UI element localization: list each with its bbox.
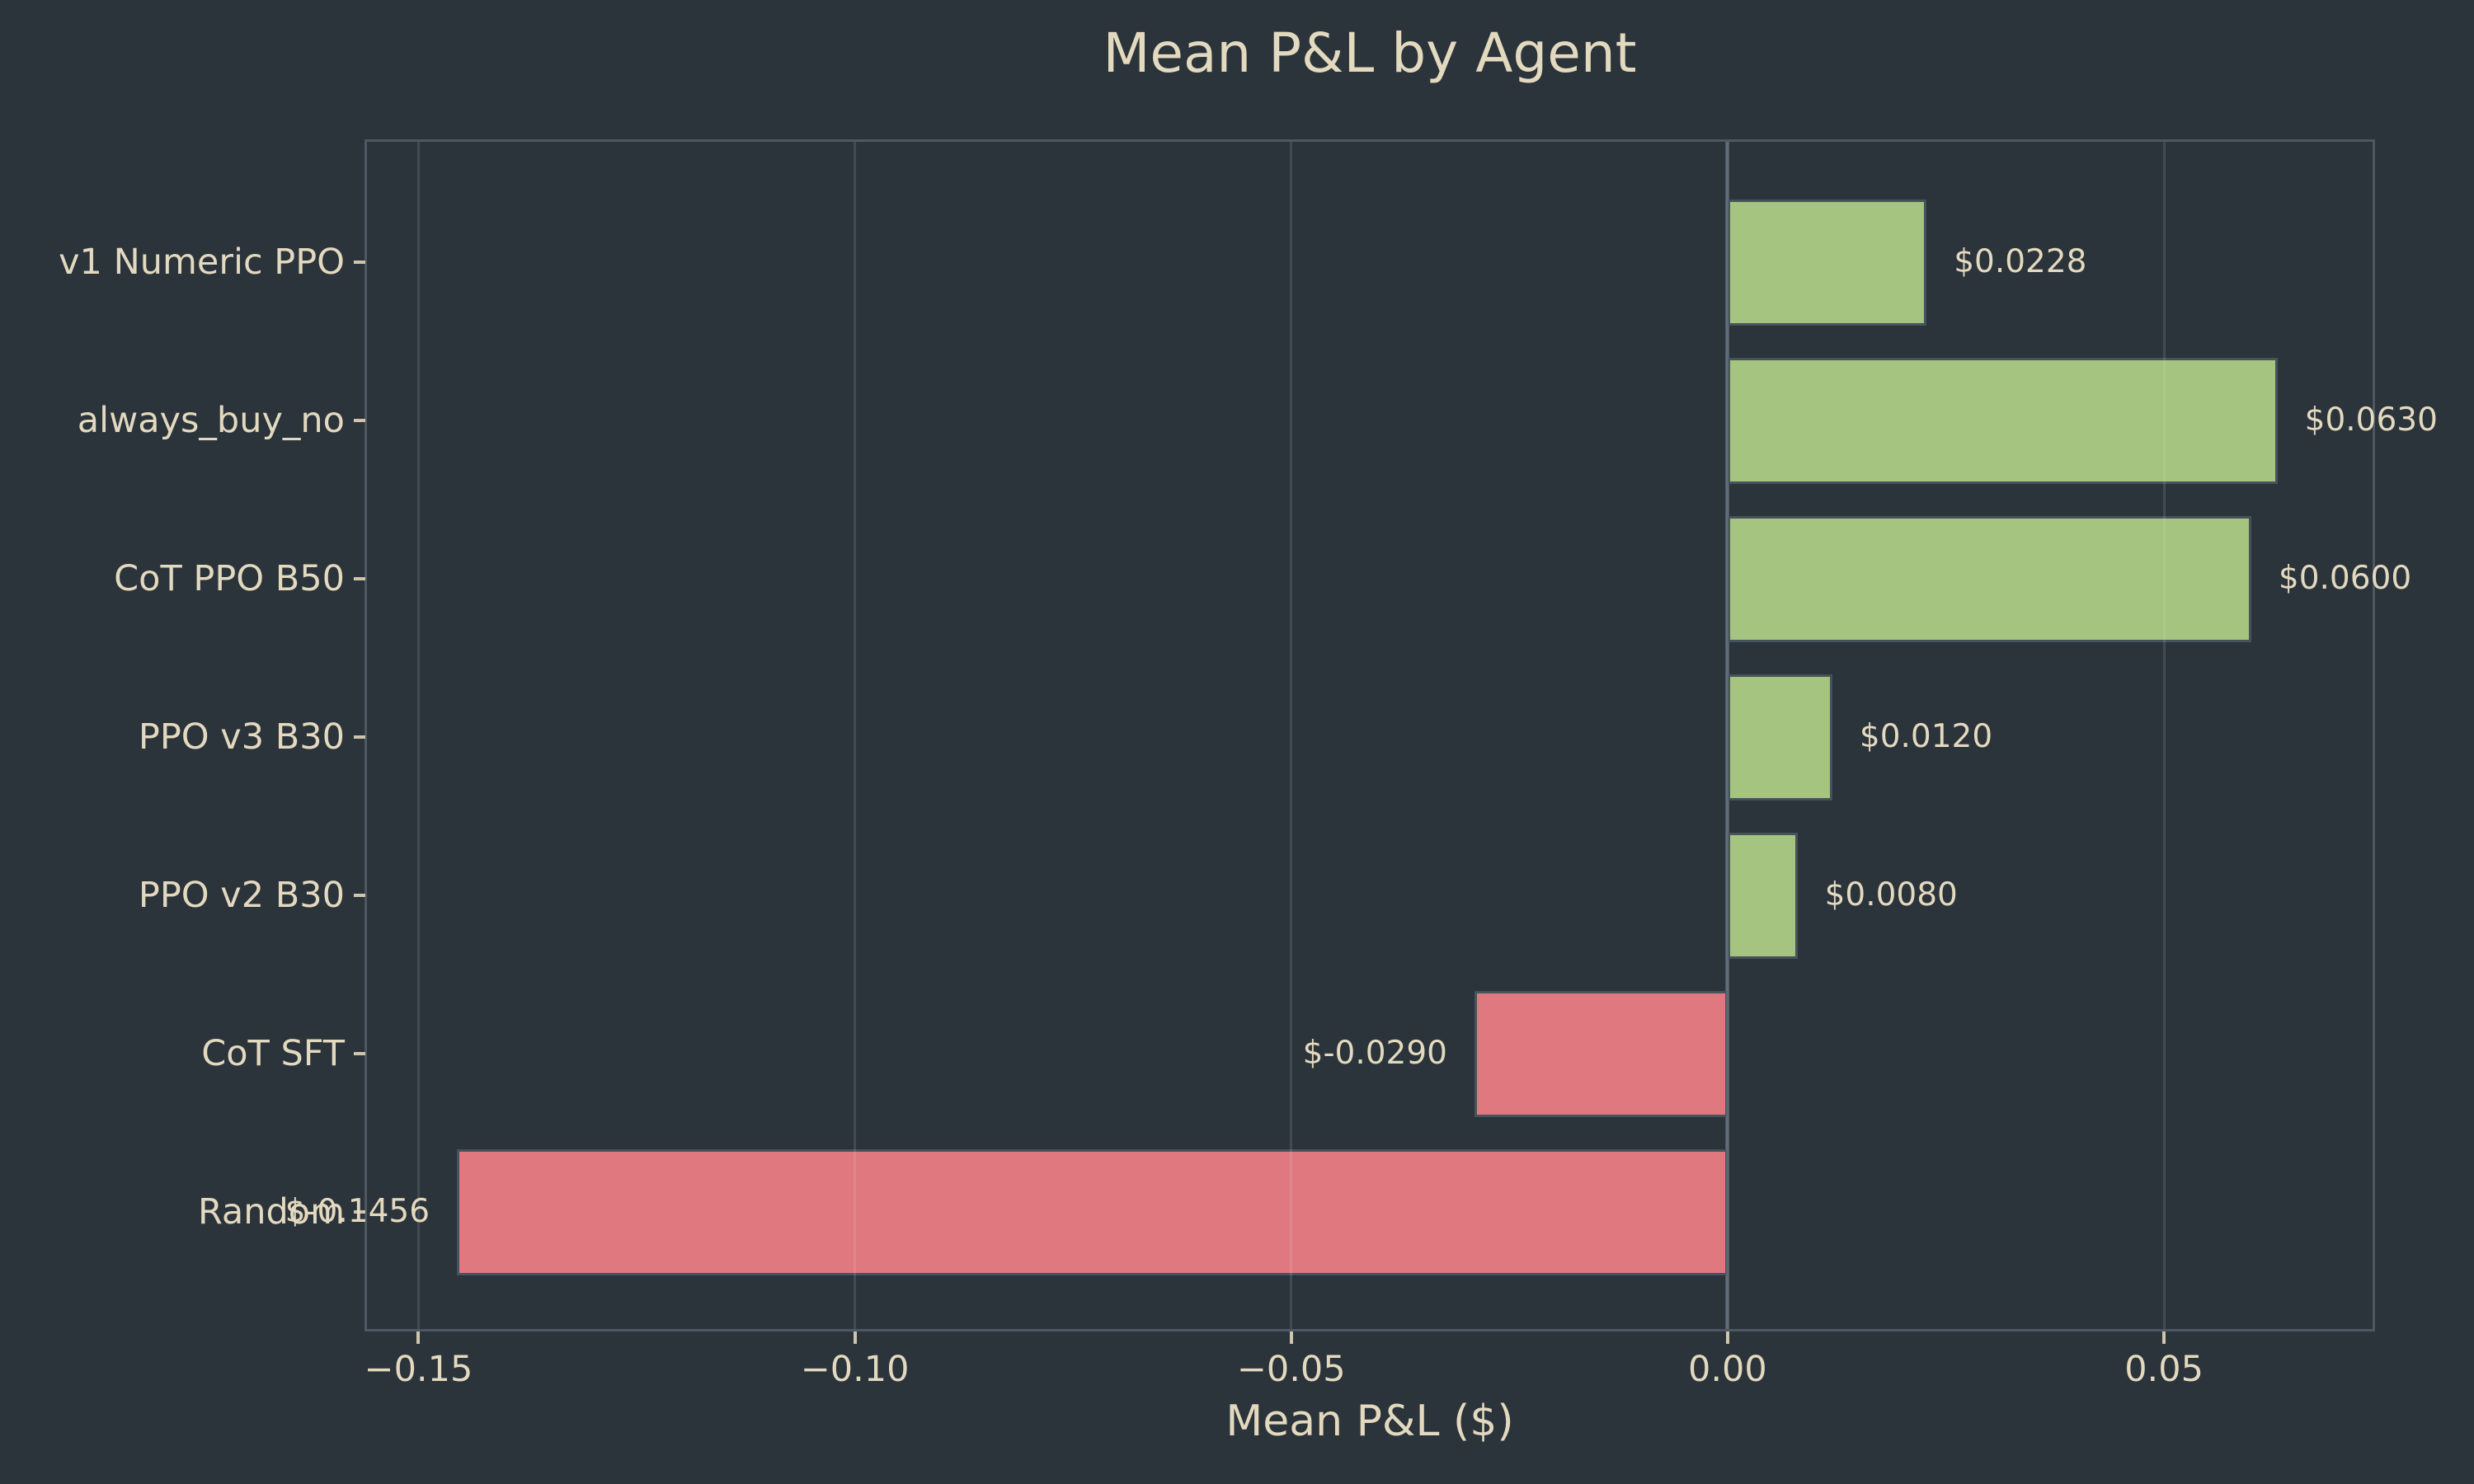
- y-tick-label-always-buy-no: always_buy_no: [77, 400, 345, 441]
- y-tick-mark-cot-ppo-b50: [354, 577, 365, 580]
- value-label-always-buy-no: $0.0630: [2304, 402, 2438, 439]
- y-tick-label-ppo-v3-b30: PPO v3 B30: [138, 716, 345, 758]
- x-tick-label-0-05: 0.05: [2124, 1349, 2204, 1390]
- gridline-0-15: [416, 142, 420, 1329]
- value-label-cot-ppo-b50: $0.0600: [2278, 560, 2412, 597]
- gridline-0-05: [2162, 142, 2166, 1329]
- value-label-ppo-v2-b30: $0.0080: [1824, 876, 1958, 913]
- bar-always-buy-no: [1727, 357, 2278, 484]
- value-label-ppo-v3-b30: $0.0120: [1859, 718, 1993, 755]
- plot-area: $0.0228 $0.0630 $0.0600 $0.0120 $0.0080 $-0.0…: [285, 139, 2438, 1331]
- x-tick-label-0-15: −0.15: [364, 1349, 473, 1390]
- value-label-random: $-0.1456: [285, 1193, 430, 1230]
- y-tick-label-cot-ppo-b50: CoT PPO B50: [114, 558, 345, 599]
- x-axis-label: Mean P&L ($): [1225, 1397, 1514, 1446]
- x-tick-label-0-00: 0.00: [1688, 1349, 1767, 1390]
- bar-random: [457, 1148, 1728, 1275]
- y-tick-label-ppo-v2-b30: PPO v2 B30: [138, 875, 345, 916]
- bar-cot-ppo-b50: [1727, 515, 2251, 642]
- y-tick-mark-v1-numeric-ppo: [354, 261, 365, 264]
- y-tick-mark-always-buy-no: [354, 419, 365, 422]
- x-tick-mark-0-05: [2162, 1331, 2166, 1344]
- bar-ppo-v3-b30: [1727, 674, 1832, 801]
- y-tick-mark-cot-sft: [354, 1052, 365, 1055]
- y-tick-label-cot-sft: CoT SFT: [201, 1033, 345, 1074]
- bar-v1-numeric-ppo: [1727, 199, 1927, 326]
- y-tick-label-v1-numeric-ppo: v1 Numeric PPO: [59, 242, 345, 283]
- x-tick-mark-0-00: [1725, 1331, 1729, 1344]
- x-tick-mark-0-15: [416, 1331, 421, 1344]
- x-tick-mark-0-10: [853, 1331, 857, 1344]
- x-tick-label-0-10: −0.10: [800, 1349, 910, 1390]
- value-label-cot-sft: $-0.0290: [1302, 1035, 1447, 1072]
- y-tick-mark-ppo-v3-b30: [354, 735, 365, 739]
- chart-title: Mean P&L by Agent: [1103, 21, 1637, 85]
- y-tick-mark-ppo-v2-b30: [354, 894, 365, 897]
- y-tick-mark-random: [354, 1210, 365, 1214]
- bar-ppo-v2-b30: [1727, 832, 1798, 959]
- bar-cot-sft: [1474, 990, 1728, 1117]
- value-label-v1-numeric-ppo: $0.0228: [1954, 243, 2087, 280]
- y-tick-label-random: Random: [197, 1191, 345, 1233]
- x-tick-mark-0-05: [1289, 1331, 1293, 1344]
- x-tick-label-0-05: −0.05: [1236, 1349, 1346, 1390]
